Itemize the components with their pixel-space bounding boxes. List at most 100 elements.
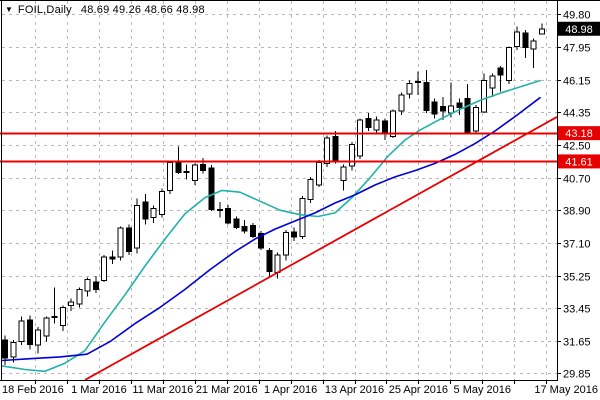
candle-bullish — [481, 80, 488, 113]
candle-bearish — [431, 101, 438, 115]
chart-symbol-label: FOIL,Daily — [17, 4, 72, 16]
candle-bearish — [200, 163, 207, 172]
candle-bearish — [2, 339, 8, 359]
time-axis-label: 21 Mar 2016 — [196, 384, 258, 396]
candle-bullish — [183, 171, 190, 173]
candle-bullish — [415, 81, 421, 83]
candle-bearish — [26, 319, 33, 345]
candle-bearish — [291, 231, 298, 238]
candle-bullish — [191, 164, 198, 181]
candle-bearish — [497, 67, 504, 76]
candle-bullish — [307, 179, 314, 200]
price-axis-label: 33.45 — [563, 304, 591, 316]
chart-title-bar: ▼ FOIL,Daily 48.69 49.26 48.66 48.98 — [5, 3, 205, 17]
price-badge-bg — [558, 126, 600, 141]
price-badge-bg — [558, 154, 600, 169]
ma-fast-line — [1, 79, 541, 373]
time-axis-label: 17 May 2016 — [534, 384, 598, 396]
candle-bullish — [84, 279, 91, 292]
price-axis-label: 42.50 — [563, 141, 591, 153]
time-axis-label: 13 Apr 2016 — [325, 384, 384, 396]
candle-bearish — [456, 102, 463, 109]
price-axis-label: 46.15 — [563, 76, 591, 88]
candle-bearish — [365, 117, 372, 128]
candle-bearish — [423, 81, 430, 111]
candle-bullish — [10, 342, 17, 358]
price-axis-label: 37.10 — [563, 239, 591, 251]
candle-bearish — [241, 225, 248, 232]
candle-bullish — [505, 46, 512, 82]
candle-bullish — [373, 119, 380, 131]
candle-bearish — [332, 135, 339, 162]
candle-bullish — [216, 208, 223, 211]
time-axis-label: 1 Mar 2016 — [71, 384, 127, 396]
time-axis-label: 18 Feb 2016 — [2, 384, 64, 396]
candle-bullish — [150, 207, 157, 218]
time-axis-label: 25 Apr 2016 — [389, 384, 448, 396]
price-axis-label: 47.95 — [563, 43, 591, 55]
level-price-badge: 41.61 — [565, 156, 593, 168]
candle-bullish — [530, 40, 537, 50]
current-price-badge: 48.98 — [565, 24, 593, 36]
candle-bullish — [35, 329, 42, 346]
candle-bullish — [282, 232, 289, 256]
chart-dropdown-arrow-icon[interactable]: ▼ — [5, 5, 13, 14]
candle-bullish — [315, 162, 322, 186]
candle-bearish — [225, 207, 232, 224]
candle-bearish — [142, 201, 149, 220]
candle-bullish — [59, 306, 66, 326]
candle-bullish — [134, 205, 141, 249]
candle-bearish — [233, 218, 240, 228]
candle-bearish — [464, 98, 471, 133]
candle-bullish — [117, 227, 124, 258]
candle-bullish — [158, 190, 165, 216]
price-axis-label: 35.25 — [563, 272, 591, 284]
price-badge-bg — [558, 21, 600, 36]
price-axis-label: 31.65 — [563, 337, 591, 349]
candle-bullish — [398, 94, 405, 112]
candle-bearish — [249, 225, 256, 237]
candle-bearish — [266, 250, 273, 272]
level-price-badge: 43.18 — [565, 128, 593, 140]
chart-ohlc-quote: 48.69 49.26 48.66 48.98 — [80, 4, 205, 16]
candle-bullish — [101, 256, 108, 281]
price-axis-label: 40.70 — [563, 174, 591, 186]
time-axis-label: 5 May 2016 — [454, 384, 511, 396]
price-axis-label: 38.90 — [563, 206, 591, 218]
candle-bullish — [51, 315, 58, 318]
candle-bullish — [43, 317, 50, 337]
candle-bullish — [18, 320, 25, 343]
candle-bearish — [109, 256, 116, 260]
candle-bullish — [324, 137, 331, 164]
time-axis-label: 1 Apr 2016 — [264, 384, 317, 396]
candle-bearish — [92, 281, 99, 290]
candle-bullish — [538, 28, 545, 35]
candle-bullish — [348, 144, 355, 167]
candle-bearish — [258, 233, 265, 249]
candle-bearish — [522, 32, 529, 48]
candle-bullish — [357, 119, 364, 157]
candle-bearish — [125, 227, 132, 253]
candle-bullish — [406, 82, 413, 95]
candle-bullish — [514, 31, 521, 47]
candle-bullish — [274, 254, 281, 273]
time-axis-label: 11 Mar 2016 — [132, 384, 193, 396]
candle-bullish — [167, 162, 174, 191]
price-axis-label: 29.85 — [563, 369, 591, 381]
candle-bearish — [175, 162, 182, 173]
candle-bullish — [76, 288, 83, 305]
ma-slow-line — [1, 96, 541, 362]
candle-bearish — [208, 167, 215, 210]
candle-bullish — [472, 107, 479, 132]
candle-bullish — [340, 166, 347, 181]
candle-bearish — [381, 120, 388, 134]
candle-bullish — [68, 301, 75, 307]
candle-bearish — [439, 106, 446, 112]
candle-bullish — [390, 110, 397, 137]
price-axis-label: 44.35 — [563, 108, 591, 120]
candle-bullish — [448, 105, 455, 114]
candle-bullish — [489, 75, 496, 89]
price-axis-label: 49.80 — [563, 10, 591, 22]
